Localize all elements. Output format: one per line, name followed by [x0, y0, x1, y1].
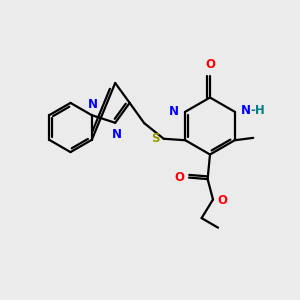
- Text: O: O: [174, 170, 184, 184]
- Text: N: N: [169, 105, 179, 118]
- Text: N: N: [112, 128, 122, 141]
- Text: N: N: [241, 104, 251, 117]
- Text: O: O: [218, 194, 228, 207]
- Text: -H: -H: [250, 104, 265, 117]
- Text: O: O: [206, 58, 216, 71]
- Text: N: N: [88, 98, 98, 111]
- Text: S: S: [151, 132, 159, 145]
